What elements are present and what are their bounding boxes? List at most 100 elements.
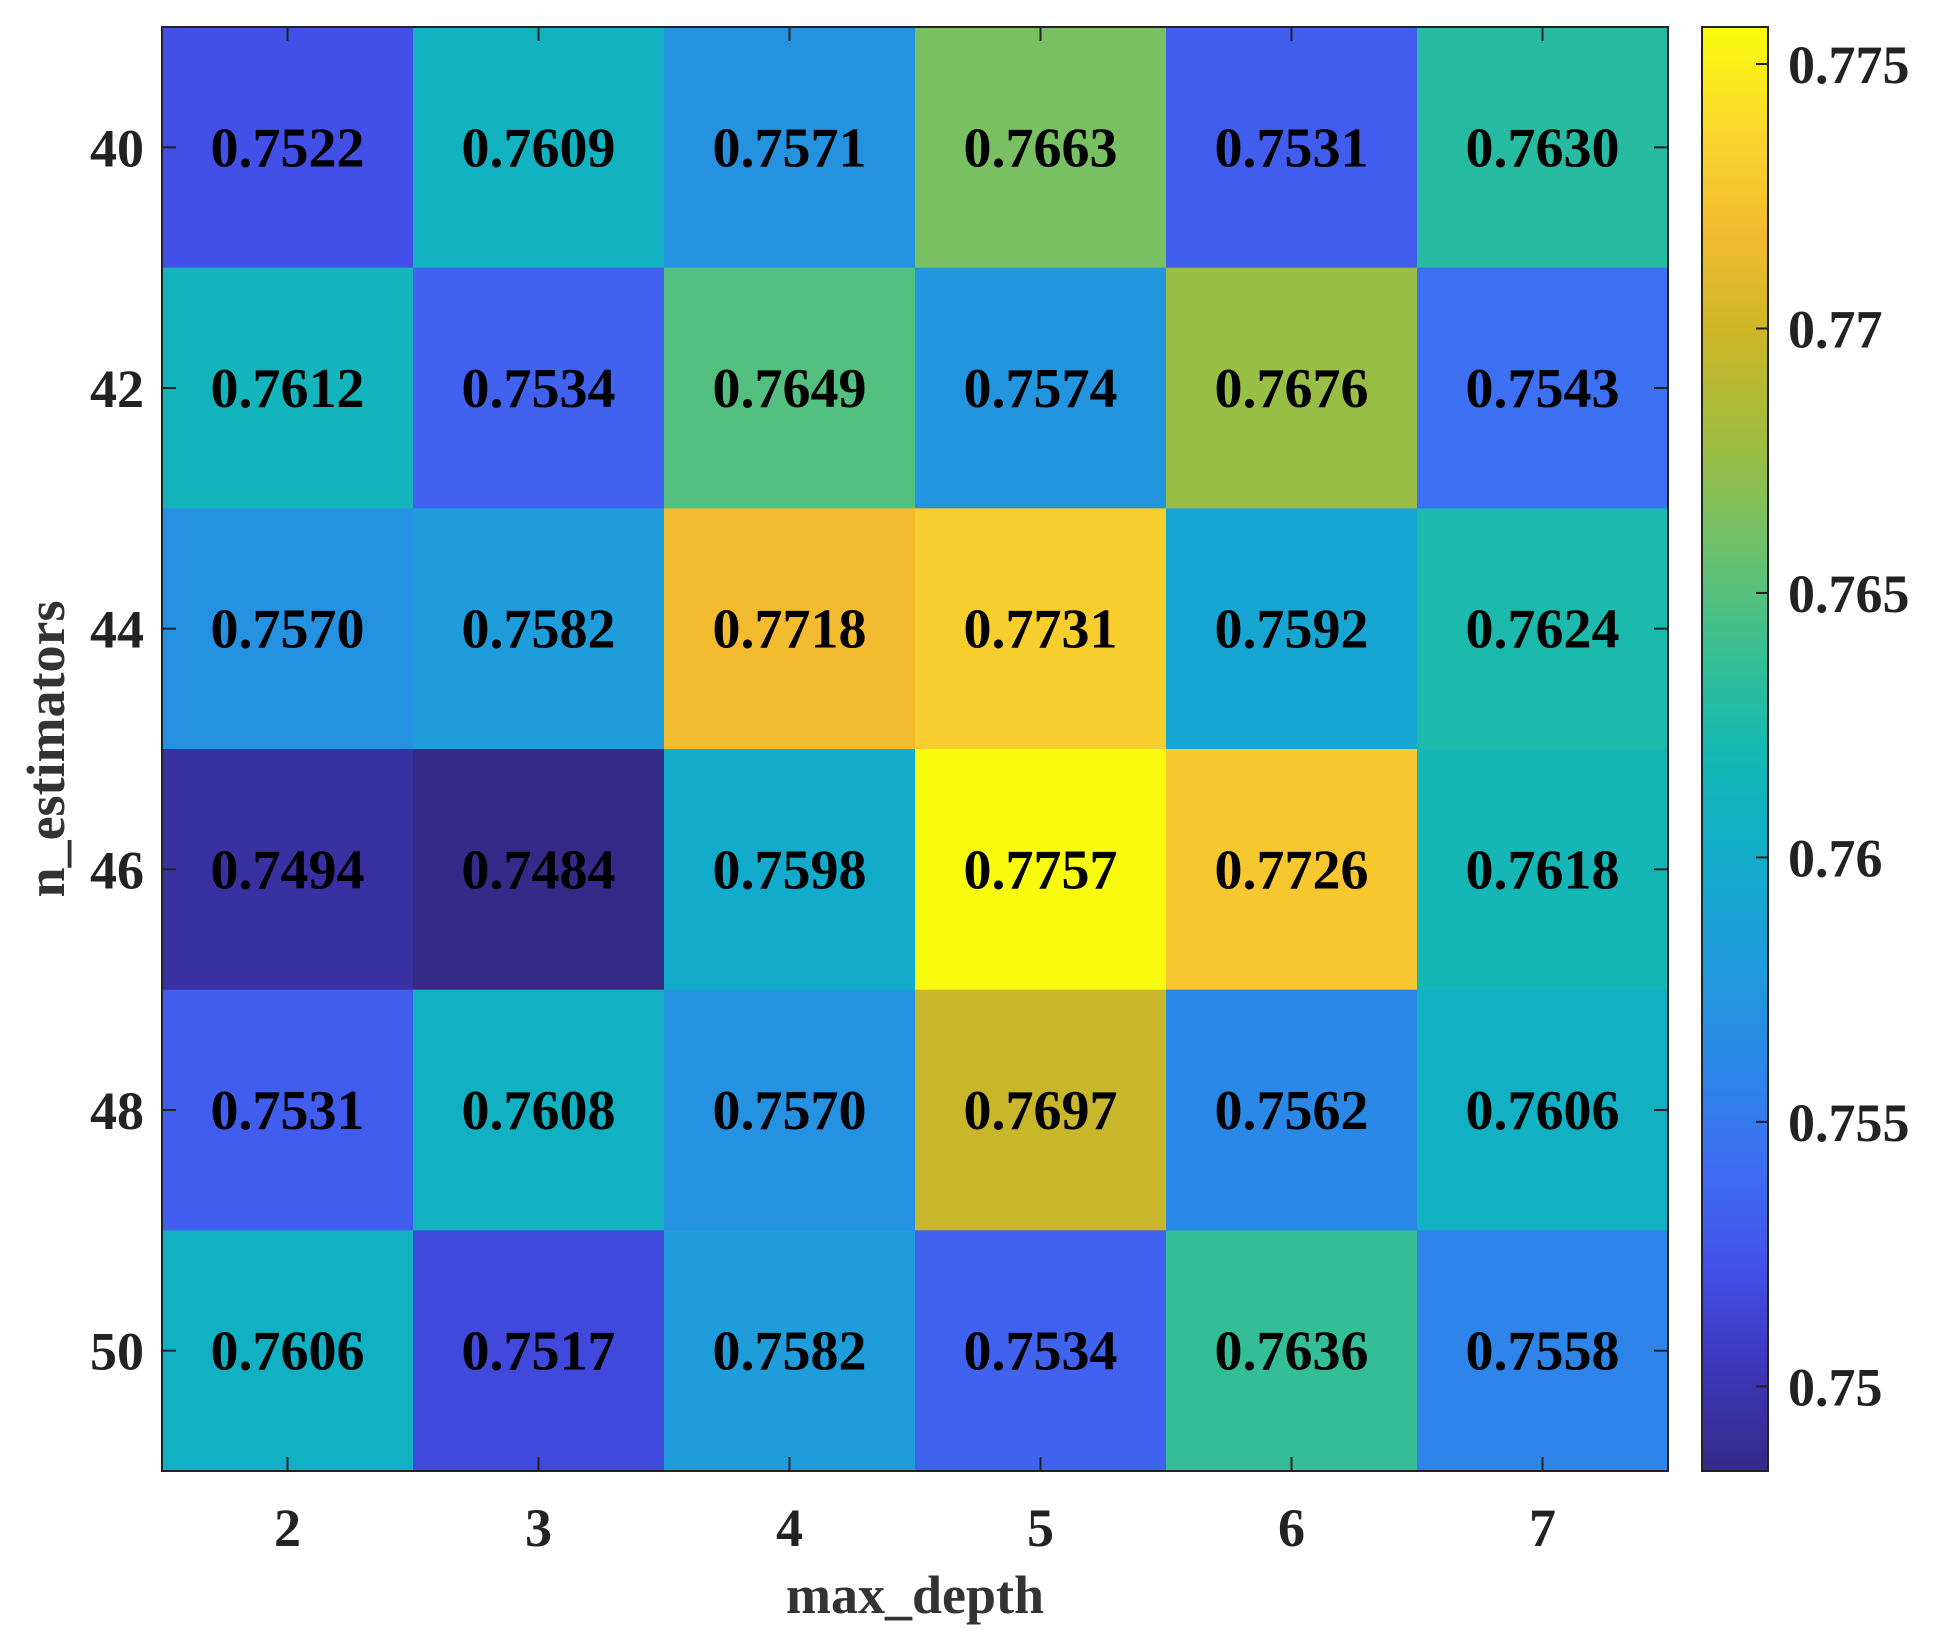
heatmap-cell — [915, 749, 1167, 991]
cell-value-label: 0.7718 — [713, 599, 867, 661]
y-axis-label: n_estimators — [16, 601, 76, 898]
colorbar: 0.75 0.755 0.76 0.765 0.77 0.775 — [1701, 26, 1910, 1472]
colorbar-tick-label: 0.75 — [1788, 1357, 1883, 1417]
heatmap-cell — [664, 1230, 916, 1472]
heatmap-cell — [664, 267, 916, 509]
cell-value-label: 0.7624 — [1466, 599, 1620, 661]
heatmap-cell — [1417, 27, 1669, 269]
heatmap-cell — [162, 27, 414, 269]
heatmap-cell — [162, 267, 414, 509]
cell-value-label: 0.7606 — [1466, 1080, 1620, 1142]
colorbar-bar — [1701, 26, 1769, 1472]
heatmap-cell — [915, 1230, 1167, 1472]
heatmap-cell — [1166, 508, 1418, 750]
cell-value-label: 0.7534 — [964, 1321, 1118, 1383]
heatmap-cell — [1166, 1230, 1418, 1472]
cell-value-label: 0.7612 — [211, 358, 365, 420]
heatmap-cell — [664, 749, 916, 991]
cell-value-label: 0.7663 — [964, 117, 1118, 179]
heatmap-cell — [413, 749, 665, 991]
heatmap-cell — [162, 508, 414, 750]
y-tick-label: 42 — [90, 359, 144, 419]
heatmap-cell — [162, 1230, 414, 1472]
cell-value-label: 0.7676 — [1215, 358, 1369, 420]
x-tick-label: 2 — [274, 1498, 301, 1558]
cell-value-label: 0.7574 — [964, 358, 1118, 420]
y-tick-label: 46 — [90, 840, 144, 900]
cell-value-label: 0.7582 — [713, 1321, 867, 1383]
cell-value-label: 0.7517 — [462, 1321, 616, 1383]
colorbar-tick-label: 0.76 — [1788, 828, 1883, 888]
cell-value-label: 0.7558 — [1466, 1321, 1620, 1383]
x-tick-label: 7 — [1529, 1498, 1556, 1558]
heatmap-cell — [162, 749, 414, 991]
heatmap-cell — [664, 27, 916, 269]
x-tick-label: 4 — [776, 1498, 803, 1558]
x-tick-label: 6 — [1278, 1498, 1305, 1558]
cell-value-label: 0.7582 — [462, 599, 616, 661]
heatmap-cell — [1417, 989, 1669, 1231]
cell-value-label: 0.7598 — [713, 839, 867, 901]
colorbar-tick-label: 0.775 — [1788, 35, 1910, 95]
heatmap-cell — [413, 267, 665, 509]
cell-value-label: 0.7618 — [1466, 839, 1620, 901]
heatmap-cell — [413, 508, 665, 750]
y-tick-label: 50 — [90, 1322, 144, 1382]
cell-value-label: 0.7543 — [1466, 358, 1620, 420]
heatmap-cell — [413, 1230, 665, 1472]
heatmap-cell — [162, 989, 414, 1231]
heatmap-cell — [1417, 508, 1669, 750]
colorbar-ticks: 0.75 0.755 0.76 0.765 0.77 0.775 — [1756, 35, 1910, 1417]
cell-value-label: 0.7757 — [964, 839, 1118, 901]
cell-value-label: 0.7484 — [462, 839, 616, 901]
cell-value-label: 0.7494 — [211, 839, 365, 901]
cell-value-label: 0.7592 — [1215, 599, 1369, 661]
cell-value-label: 0.7636 — [1215, 1321, 1369, 1383]
heatmap-cell — [915, 508, 1167, 750]
colorbar-tick-label: 0.765 — [1788, 564, 1910, 624]
cell-value-label: 0.7649 — [713, 358, 867, 420]
heatmap-cell — [413, 989, 665, 1231]
heatmap-cell — [664, 989, 916, 1231]
y-tick-label: 40 — [90, 118, 144, 178]
cell-value-label: 0.7609 — [462, 117, 616, 179]
y-tick-label: 44 — [90, 600, 144, 660]
plot-frame — [161, 26, 1669, 1472]
heatmap-cell — [1166, 749, 1418, 991]
cell-value-label: 0.7562 — [1215, 1080, 1369, 1142]
heatmap-cell — [413, 27, 665, 269]
cell-value-label: 0.7571 — [713, 117, 867, 179]
cell-value-label: 0.7534 — [462, 358, 616, 420]
y-axis: 40 42 44 46 48 50 — [90, 118, 1668, 1382]
heatmap-cell — [1166, 989, 1418, 1231]
heatmap-cells — [162, 27, 1669, 1472]
heatmap-cell — [1417, 749, 1669, 991]
cell-value-label: 0.7697 — [964, 1080, 1118, 1142]
colorbar-tick-label: 0.77 — [1788, 299, 1883, 359]
cell-value-label: 0.7570 — [713, 1080, 867, 1142]
colorbar-tick-label: 0.755 — [1788, 1093, 1910, 1153]
x-tick-label: 3 — [525, 1498, 552, 1558]
x-axis: 2 3 4 5 6 7 — [274, 27, 1556, 1558]
cell-value-label: 0.7630 — [1466, 117, 1620, 179]
cell-value-label: 0.7570 — [211, 599, 365, 661]
cell-value-label: 0.7606 — [211, 1321, 365, 1383]
heatmap-cell-labels: 0.7522 0.7609 0.7571 0.7663 0.7531 0.7630 0.76… — [211, 117, 1620, 1382]
cell-value-label: 0.7726 — [1215, 839, 1369, 901]
x-tick-label: 5 — [1027, 1498, 1054, 1558]
cell-value-label: 0.7531 — [211, 1080, 365, 1142]
heatmap-cell — [1417, 1230, 1669, 1472]
x-axis-label: max_depth — [786, 1565, 1044, 1625]
y-tick-label: 48 — [90, 1081, 144, 1141]
heatmap-cell — [915, 27, 1167, 269]
cell-value-label: 0.7608 — [462, 1080, 616, 1142]
cell-value-label: 0.7531 — [1215, 117, 1369, 179]
heatmap-cell — [1417, 267, 1669, 509]
cell-value-label: 0.7522 — [211, 117, 365, 179]
cell-value-label: 0.7731 — [964, 599, 1118, 661]
heatmap-cell — [664, 508, 916, 750]
heatmap-cell — [1166, 267, 1418, 509]
heatmap-cell — [1166, 27, 1418, 269]
heatmap-cell — [915, 989, 1167, 1231]
